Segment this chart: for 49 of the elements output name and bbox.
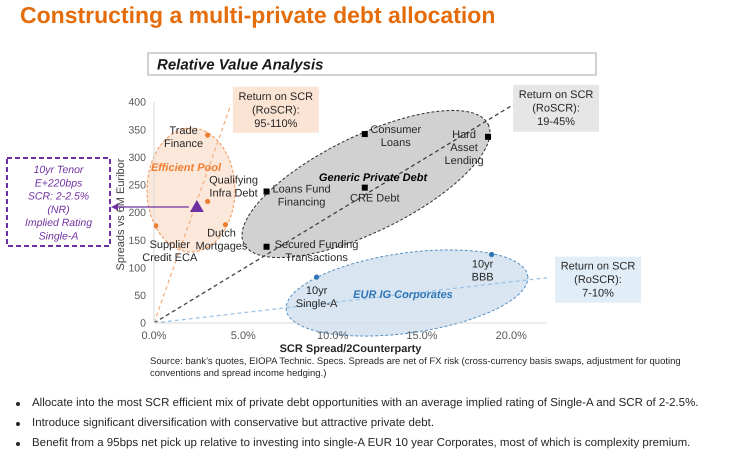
- y-tick-label: 100: [128, 262, 146, 274]
- point: [204, 132, 210, 138]
- x-tick-label: 15.0%: [406, 330, 438, 342]
- y-tick-label: 350: [128, 124, 146, 136]
- annotation: Qualifying Infra Debt: [209, 174, 258, 200]
- y-tick-label: 250: [128, 180, 146, 192]
- y-tick-label: 300: [128, 152, 146, 164]
- x-tick-label: 5.0%: [230, 330, 256, 342]
- y-tick-label: 200: [128, 207, 146, 220]
- point: [314, 274, 320, 280]
- y-tick-label: 400: [128, 96, 146, 109]
- point: [264, 188, 270, 195]
- point: [190, 200, 204, 212]
- point: [362, 184, 368, 191]
- annotation: Consumer Loans: [370, 124, 422, 150]
- annotation: 10yr BBB: [472, 258, 494, 284]
- text: Benefit from a 95bps net pick up relative to investing into single-A EUR 10 year Corporates, most of which is complexity premium.: [32, 436, 690, 451]
- x-tick-label: 20.0%: [496, 330, 528, 342]
- y-tick-label: 50: [134, 290, 146, 302]
- annotation: Secured Funding Transactions: [274, 238, 358, 264]
- point: [204, 198, 210, 204]
- point: [489, 252, 494, 258]
- chart-subtitle: Relative Value Analysis: [157, 56, 324, 74]
- point: [264, 244, 270, 250]
- point: [154, 223, 158, 228]
- x-axis-title: SCR Spread/2Counterparty: [280, 343, 422, 355]
- annotation: Hard Asset Lending: [444, 128, 484, 167]
- annotation: 10yr Single-A: [296, 285, 338, 310]
- point: [362, 131, 368, 138]
- x-tick-label: 10.0%: [317, 330, 348, 342]
- annotation: Return on SCR (RoSCR): 95-110%: [238, 90, 314, 130]
- y-tick-label: 0: [140, 318, 146, 330]
- annotation: Dutch Mortgages: [195, 228, 248, 253]
- annotation: Efficient Pool: [150, 162, 222, 174]
- annotation: Return on SCR (RoSCR): 19-45%: [518, 88, 594, 128]
- annotation: Loans Fund Financing: [272, 184, 331, 209]
- chart-title: Constructing a multi-private debt allocation: [20, 2, 496, 29]
- text: 10yr Tenor E+220bps SCR: 2-2.5% (NR) Implied Rating Single-A: [24, 164, 92, 242]
- annotation: EUR IG Corporates: [353, 289, 453, 301]
- text: Allocate into the most SCR efficient mix of private debt opportunities with an average implied rating of Single-A and SCR of 2-2.5%.: [32, 396, 699, 411]
- annotation: Trade Finance: [164, 125, 204, 150]
- text: Introduce significant diversification with conservative but attractive private debt.: [32, 416, 434, 431]
- x-tick-label: 0.0%: [141, 330, 167, 342]
- point: [222, 222, 228, 228]
- point: [485, 134, 492, 140]
- annotation: CRE Debt: [350, 192, 400, 205]
- source-note: Source: bank’s quotes, EIOPA Technic. Specs. Spreads are net of FX risk (cross-currency basis swaps, adjustment for quoting conventions and spread income hedging.): [150, 356, 682, 380]
- annotation: Generic Private Debt: [318, 172, 428, 184]
- annotation: Return on SCR (RoSCR): 7-10%: [560, 260, 636, 300]
